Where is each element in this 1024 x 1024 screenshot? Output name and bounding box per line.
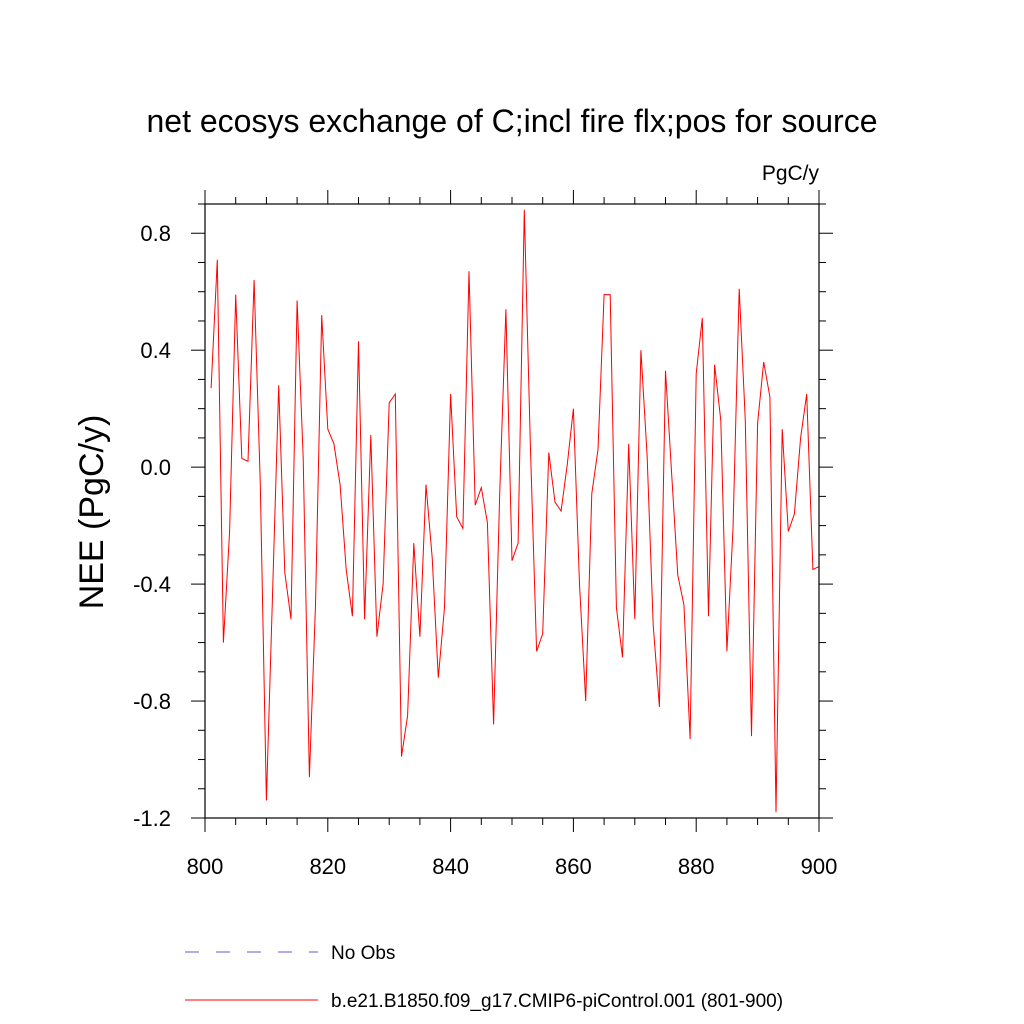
axis-ticks: 800 820 840 860 880 900 -1.2 -0.8 -0.4 0.0 0.4 0.8 xyxy=(133,190,837,879)
x-tick-label: 840 xyxy=(432,854,469,879)
legend-label-picontrol: b.e21.B1850.f09_g17.CMIP6-piControl.001 … xyxy=(331,991,783,1012)
y-tick-label: -0.4 xyxy=(133,572,171,597)
series-line-1 xyxy=(210,209,820,813)
x-tick-label: 800 xyxy=(187,854,224,879)
units-label: PgC/y xyxy=(762,162,820,185)
y-tick-label: -0.8 xyxy=(133,689,171,714)
y-tick-label: 0.8 xyxy=(140,221,171,246)
plot-frame xyxy=(204,203,820,819)
x-tick-label: 900 xyxy=(801,854,838,879)
series-lines xyxy=(210,209,820,813)
x-tick-label: 880 xyxy=(678,854,715,879)
y-axis-label: NEE (PgC/y) xyxy=(73,415,111,610)
legend: No Obs b.e21.B1850.f09_g17.CMIP6-piContr… xyxy=(185,943,783,1012)
y-tick-label: -1.2 xyxy=(133,806,171,831)
x-tick-label: 820 xyxy=(309,854,346,879)
chart-title: net ecosys exchange of C;incl fire flx;p… xyxy=(146,103,877,139)
x-tick-label: 860 xyxy=(555,854,592,879)
y-tick-label: 0.0 xyxy=(140,455,171,480)
legend-label-no-obs: No Obs xyxy=(331,943,395,964)
y-tick-label: 0.4 xyxy=(140,338,171,363)
